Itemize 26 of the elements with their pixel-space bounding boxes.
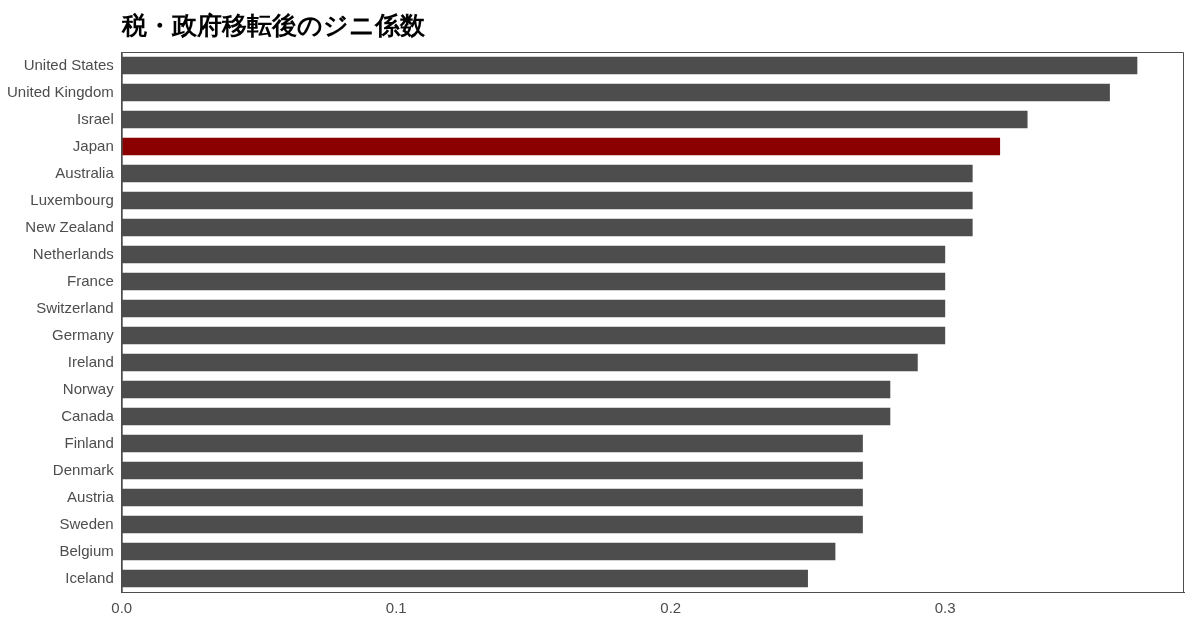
y-tick-label: Israel [77,109,114,127]
y-tick-label: Sweden [59,514,114,532]
y-tick-label: Germany [52,325,115,343]
y-tick-label: Japan [72,136,114,154]
y-tick-label: Ireland [67,352,114,370]
y-tick-label: Canada [61,406,115,424]
y-tick-label: Denmark [52,460,115,478]
y-tick-label: New Zealand [25,217,114,235]
bar [121,137,1001,156]
x-tick-label: 0.2 [660,599,682,617]
y-tick-label: Belgium [59,541,114,559]
y-tick-label: Austria [67,487,115,505]
y-tick-label: Iceland [65,568,114,586]
y-tick-label: Australia [55,163,115,181]
y-tick-label: France [67,271,114,289]
x-tick-label: 0.3 [934,599,956,617]
y-tick-label: Finland [64,433,114,451]
y-tick-label: Luxembourg [30,190,114,208]
x-tick-label: 0.0 [111,599,133,617]
y-tick-label: Netherlands [32,244,114,262]
y-tick-label: United Kingdom [6,82,114,100]
y-tick-label: United States [23,55,114,73]
x-tick-label: 0.1 [385,599,407,617]
y-tick-label: Norway [62,379,115,397]
chart-title: 税・政府移転後のジニ係数 [120,11,426,40]
y-tick-label: Switzerland [36,298,114,316]
